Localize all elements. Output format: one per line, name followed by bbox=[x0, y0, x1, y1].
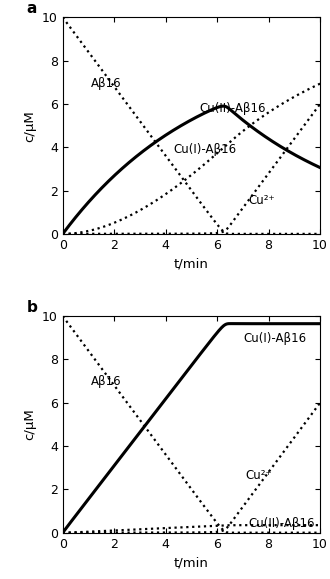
X-axis label: t/min: t/min bbox=[174, 556, 209, 569]
Text: Cu(I)-Aβ16: Cu(I)-Aβ16 bbox=[173, 142, 237, 156]
Text: b: b bbox=[27, 300, 38, 315]
X-axis label: t/min: t/min bbox=[174, 257, 209, 270]
Text: Aβ16: Aβ16 bbox=[91, 76, 122, 90]
Y-axis label: c/μM: c/μM bbox=[23, 110, 36, 141]
Text: Cu²⁺: Cu²⁺ bbox=[246, 468, 272, 482]
Text: Cu(II)-Aβ16: Cu(II)-Aβ16 bbox=[199, 101, 266, 115]
Text: Cu(II)-Aβ16: Cu(II)-Aβ16 bbox=[248, 517, 314, 530]
Y-axis label: c/μM: c/μM bbox=[23, 409, 36, 440]
Text: Cu²⁺: Cu²⁺ bbox=[248, 193, 275, 207]
Text: Cu(I)-Aβ16: Cu(I)-Aβ16 bbox=[243, 332, 306, 345]
Text: a: a bbox=[27, 1, 37, 16]
Text: Aβ16: Aβ16 bbox=[91, 375, 122, 389]
